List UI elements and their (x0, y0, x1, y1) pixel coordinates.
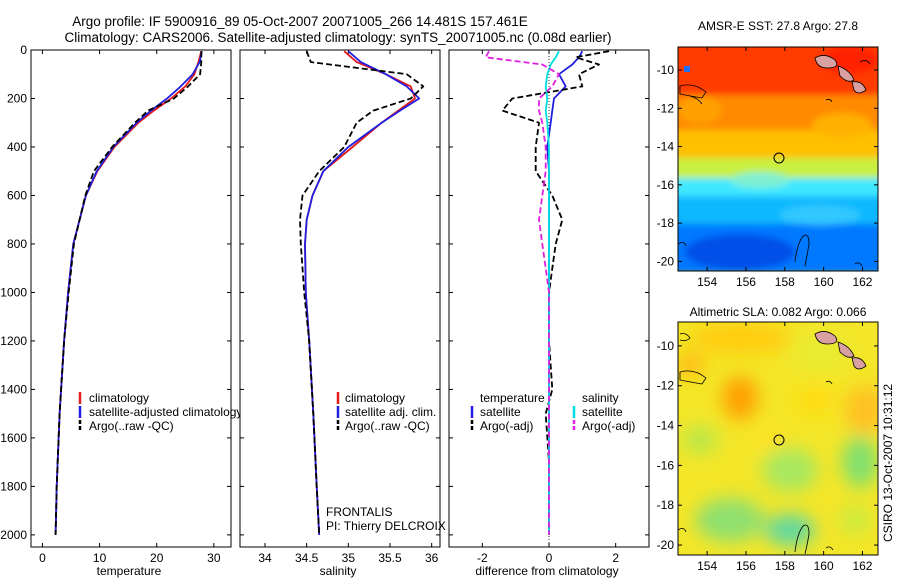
profile-line-argo-raw-qc (299, 50, 425, 535)
x-tick-label: 35 (342, 551, 356, 565)
x-tick-label: 0 (39, 551, 46, 565)
depth-tick-label: 200 (7, 91, 27, 105)
sst-argo-location-marker (773, 152, 785, 164)
salinity-xlabel: salinity (320, 564, 357, 578)
lon-tick-label: 162 (852, 275, 872, 289)
figure-title-line2: Climatology: CARS2006. Satellite-adjuste… (64, 30, 611, 45)
lon-tick-label: 156 (736, 275, 756, 289)
lon-tick-label: 160 (814, 559, 834, 573)
salinity-x-ticks: 34 34.5 35 35.5 36 (258, 50, 439, 565)
legend-sal-climatology-label: climatology (345, 391, 405, 405)
lon-tick-label: 158 (775, 559, 795, 573)
program-name: FRONTALIS (326, 505, 392, 519)
depth-tick-label: 1400 (0, 382, 27, 396)
lon-tick-label: 154 (697, 275, 717, 289)
salinity-lines (299, 50, 425, 535)
profile-line-argo-raw-qc (54, 51, 203, 535)
difference-legend: temperature satellite Argo(-adj) salinit… (470, 391, 635, 433)
x-tick-label: 34.5 (295, 551, 319, 565)
temperature-panel: 0 200 400 600 800 1000 1200 1400 1600 1800 2000 0 1… (0, 43, 242, 578)
sla-map-title: Altimetric SLA: 0.082 Argo: 0.066 (690, 305, 867, 319)
depth-tick-label: 400 (7, 140, 27, 154)
lat-tick-label: -20 (657, 538, 675, 552)
temperature-xlabel: temperature (97, 564, 162, 578)
difference-panel: -2 0 2 difference from climatology tempera… (448, 49, 650, 578)
x-tick-label: 30 (207, 551, 221, 565)
legend-salinity-title: salinity (582, 391, 619, 405)
temperature-depth-ticks: 0 200 400 600 800 1000 1200 1400 1600 1800 2000 (0, 43, 231, 542)
sla-lon-ticks: 154 156 158 160 162 (697, 322, 873, 573)
temperature-legend: climatology satellite-adjusted climatolo… (78, 391, 242, 433)
x-tick-label: 10 (93, 551, 107, 565)
lon-tick-label: 160 (814, 275, 834, 289)
depth-tick-label: 1800 (0, 479, 27, 493)
temperature-lines (54, 50, 203, 535)
depth-tick-label: 1600 (0, 431, 27, 445)
lat-tick-label: -12 (657, 379, 675, 393)
sla-argo-location-marker (773, 434, 785, 446)
sst-map-title: AMSR-E SST: 27.8 Argo: 27.8 (698, 19, 858, 33)
legend-sal-argo-label: Argo(-adj) (582, 419, 635, 433)
legend-satellite-label: satellite-adjusted climatology (89, 405, 242, 419)
sst-lat-ticks: -10 -12 -14 -16 -18 -20 (657, 63, 878, 268)
salinity-legend: climatology satellite adj. clim. Argo(..… (336, 391, 436, 433)
x-tick-label: 0 (546, 551, 553, 565)
legend-temp-argo-label: Argo(-adj) (480, 419, 533, 433)
legend-argo-label: Argo(..raw -QC) (89, 419, 174, 433)
figure-title-line1: Argo profile: IF 5900916_89 05-Oct-2007 … (72, 14, 528, 29)
difference-xlabel: difference from climatology (475, 564, 618, 578)
lat-tick-label: -18 (657, 216, 675, 230)
depth-tick-label: 1200 (0, 334, 27, 348)
depth-tick-label: 0 (20, 43, 27, 57)
difference-depth-ticks (449, 49, 649, 536)
lat-tick-label: -16 (657, 178, 675, 192)
lon-tick-label: 156 (736, 559, 756, 573)
salinity-depth-ticks (240, 49, 440, 536)
csiro-timestamp: CSIRO 13-Oct-2007 10:31:12 (881, 384, 895, 542)
x-tick-label: 34 (258, 551, 272, 565)
x-tick-label: 36 (425, 551, 439, 565)
sst-heatmap (678, 47, 878, 271)
lat-tick-label: -10 (657, 339, 675, 353)
sla-lat-ticks: -10 -12 -14 -16 -18 -20 (657, 339, 878, 552)
lat-tick-label: -12 (657, 101, 675, 115)
lat-tick-label: -20 (657, 254, 675, 268)
depth-tick-label: 2000 (0, 528, 27, 542)
sla-map-panel: Altimetric SLA: 0.082 Argo: 0.066 (657, 305, 879, 573)
x-tick-label: 35.5 (378, 551, 402, 565)
legend-temp-satellite-label: satellite (480, 405, 521, 419)
legend-sal-sat-label: satellite (582, 405, 623, 419)
x-tick-label: -2 (477, 551, 488, 565)
salinity-axes-frame (239, 49, 441, 548)
lat-tick-label: -10 (657, 63, 675, 77)
depth-tick-label: 600 (7, 188, 27, 202)
legend-sal-satellite-label: satellite adj. clim. (345, 405, 436, 419)
difference-lines (484, 50, 610, 535)
depth-tick-label: 800 (7, 237, 27, 251)
legend-climatology-label: climatology (89, 391, 149, 405)
pi-name: PI: Thierry DELCROIX (326, 519, 446, 533)
x-tick-label: 2 (612, 551, 619, 565)
sst-lon-ticks: 154 156 158 160 162 (697, 47, 873, 289)
lon-tick-label: 158 (775, 275, 795, 289)
legend-temperature-title: temperature (480, 391, 545, 405)
profile-line-salinity-argo-adj (484, 50, 560, 535)
lat-tick-label: -14 (657, 419, 675, 433)
temperature-axes-frame (30, 49, 232, 548)
lon-tick-label: 154 (697, 559, 717, 573)
depth-tick-label: 1000 (0, 285, 27, 299)
lon-tick-label: 162 (852, 559, 872, 573)
sla-heatmap (678, 322, 878, 555)
legend-sal-argo-label: Argo(..raw -QC) (345, 419, 430, 433)
temperature-x-ticks: 0 10 20 30 (39, 50, 221, 565)
lat-tick-label: -16 (657, 458, 675, 472)
sst-map-panel: AMSR-E SST: 27.8 Argo: 27.8 (657, 19, 879, 289)
lat-tick-label: -14 (657, 140, 675, 154)
x-tick-label: 20 (150, 551, 164, 565)
lat-tick-label: -18 (657, 498, 675, 512)
salinity-panel: 34 34.5 35 35.5 36 salinity climatology sate… (239, 49, 446, 578)
